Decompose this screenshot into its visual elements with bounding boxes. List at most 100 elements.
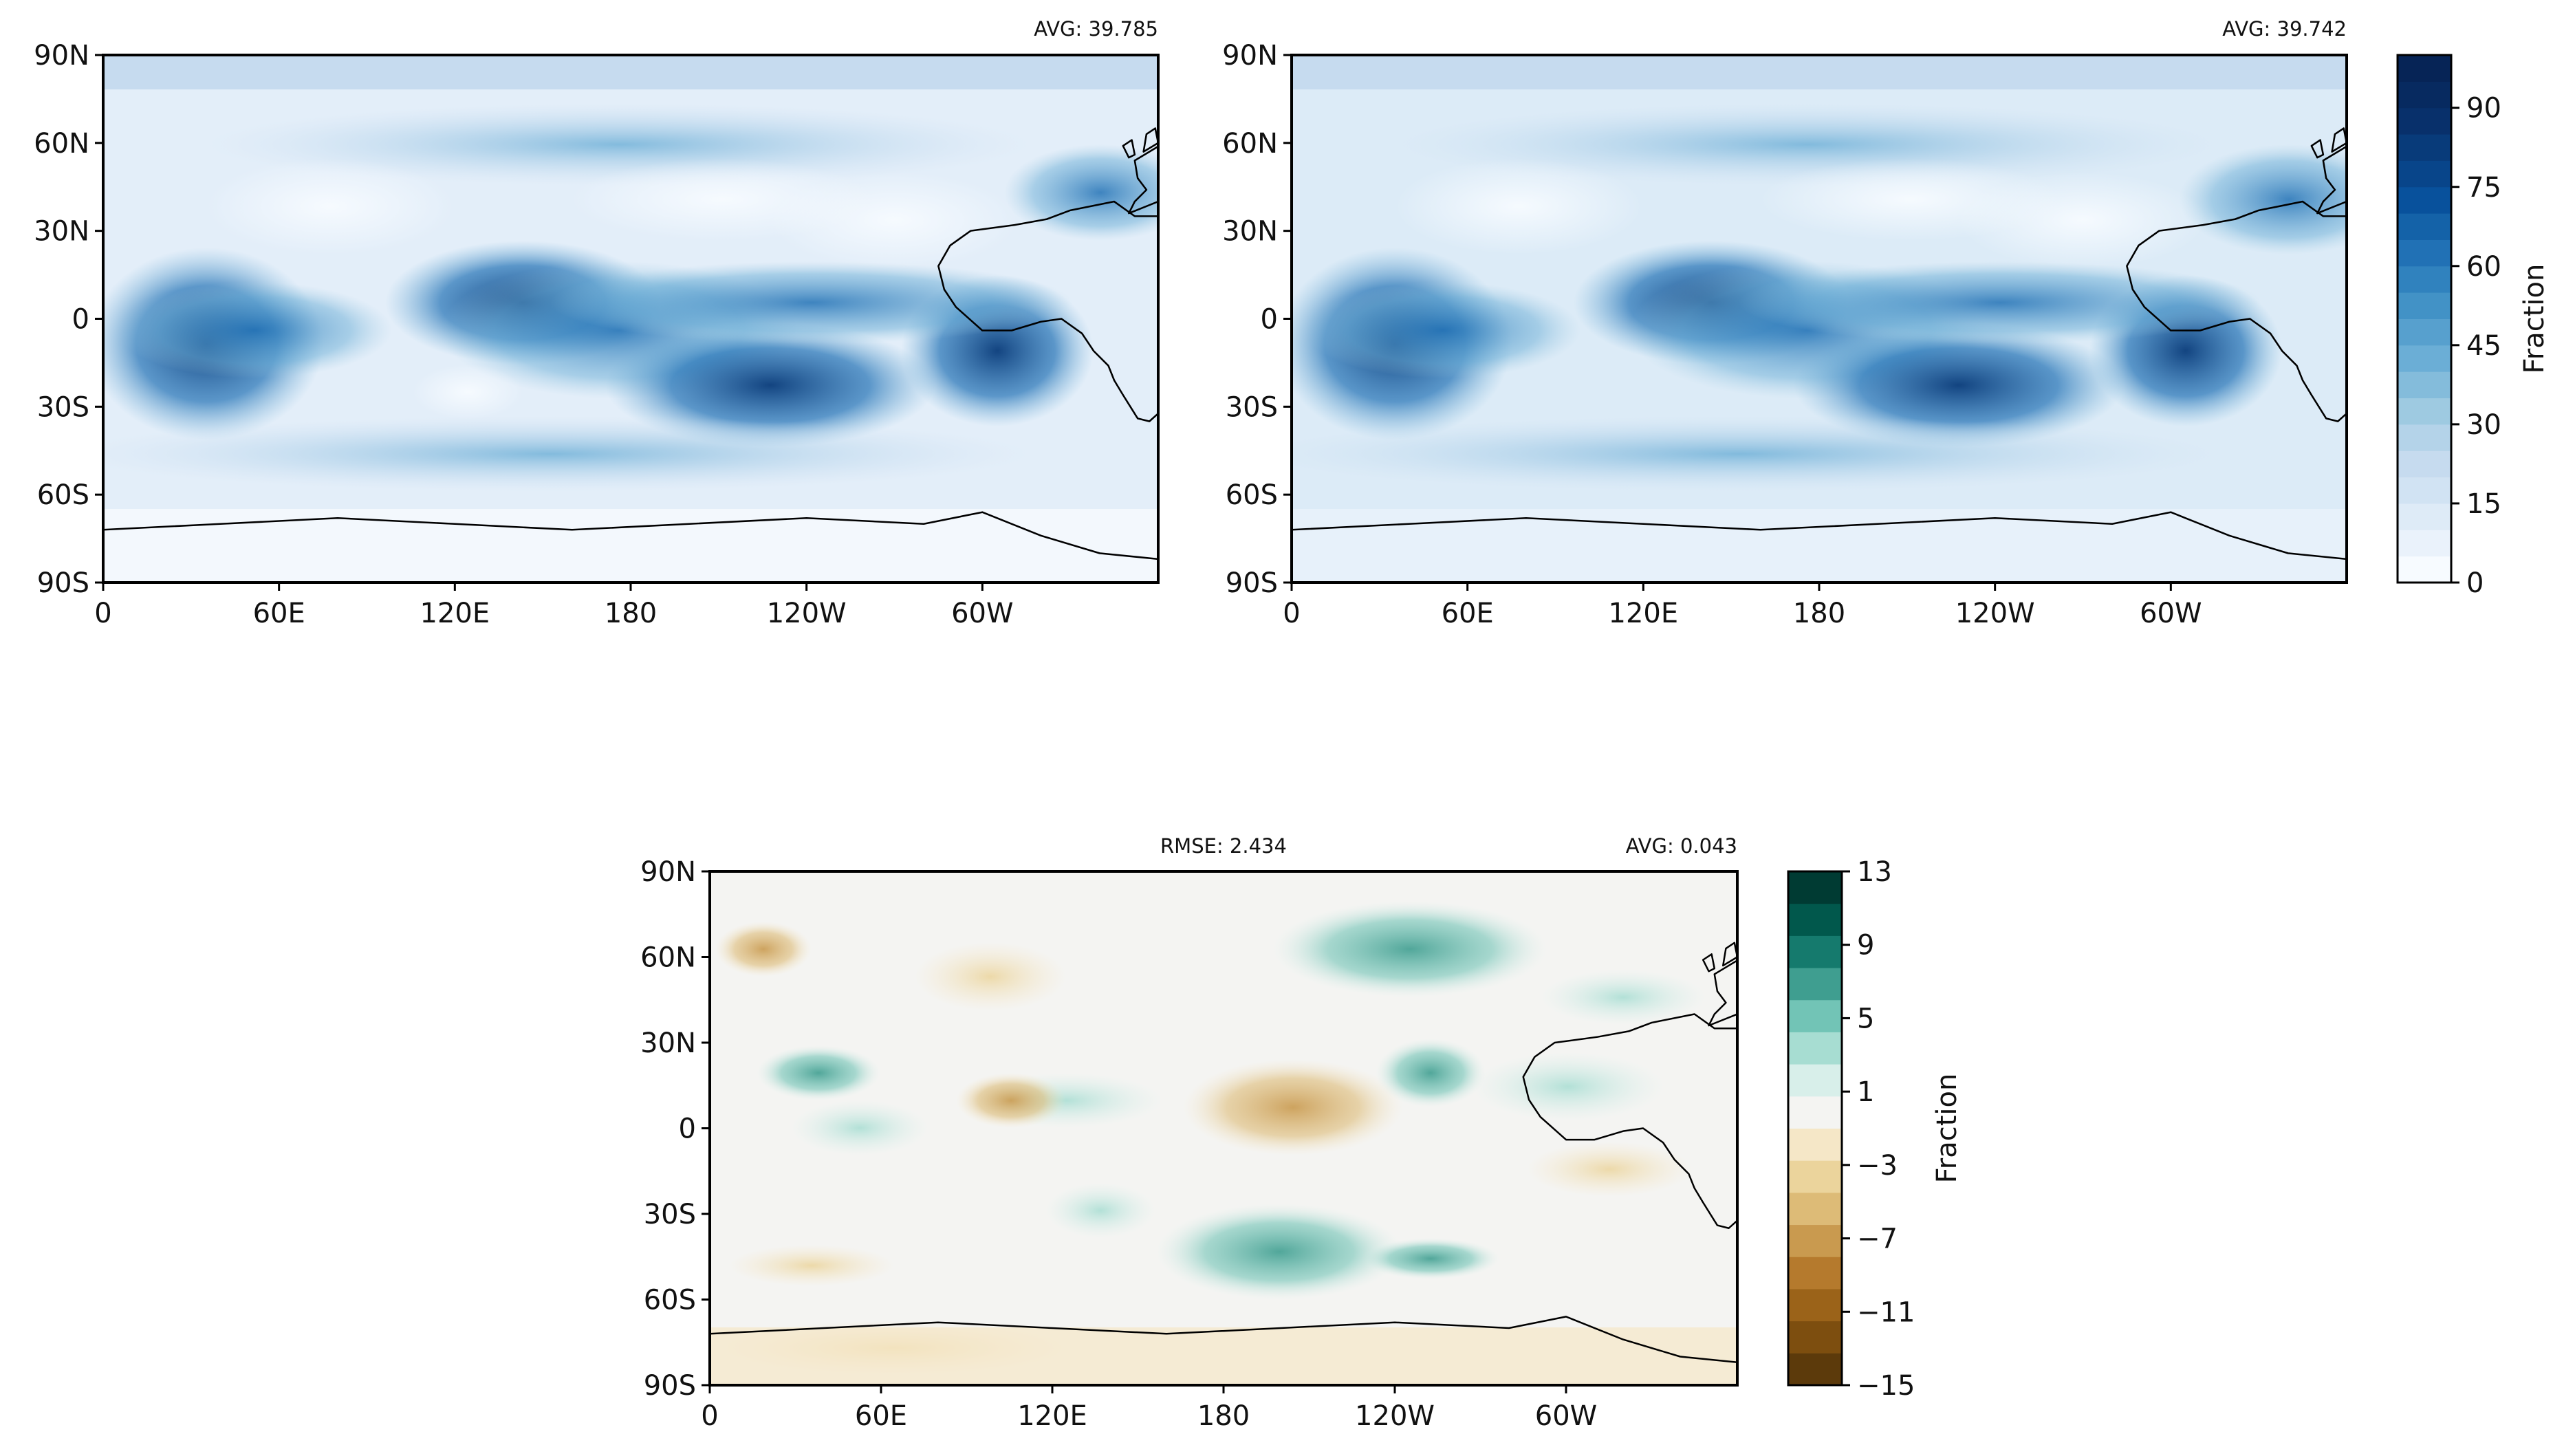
- map-panel-bottom-diff: RMSE: 2.434 AVG: 0.043 90N 60N 30N 0 30S 60S 9…: [640, 834, 1739, 1432]
- colorbar-tick-label: 5: [1857, 1003, 1874, 1034]
- colorbar-tick-label: 90: [2466, 93, 2501, 124]
- lon-tick-label: 0: [1283, 598, 1300, 629]
- colorbar-segment: [1788, 1224, 1842, 1257]
- colorbar-segment: [2398, 477, 2451, 504]
- colorbar-segment: [2398, 160, 2451, 188]
- colorbar-segment: [2398, 81, 2451, 109]
- colorbar-segment: [1788, 1128, 1842, 1161]
- lat-tick-label: 30N: [34, 216, 89, 248]
- lat-tick-label: 90S: [1226, 567, 1278, 599]
- colorbar-segment: [1788, 1192, 1842, 1226]
- colorbar-segment: [1788, 871, 1842, 904]
- colorbar-segment: [2398, 450, 2451, 478]
- lon-tick-label: 60E: [855, 1400, 907, 1432]
- lon-tick-label: 120W: [1955, 598, 2035, 629]
- lat-tick-label: 90S: [37, 567, 89, 599]
- lat-tick-label: 60S: [644, 1285, 696, 1316]
- colorbar-bottom: 13 9 5 1 −3 −7 −11 −15 Fraction: [1787, 856, 1963, 1402]
- colorbar-segment: [2398, 503, 2451, 530]
- colorbar-segment: [2398, 318, 2451, 346]
- colorbar-segment: [1788, 1257, 1842, 1290]
- lat-tick-label: 0: [72, 304, 89, 336]
- colorbar-segment: [1788, 968, 1842, 1001]
- colorbar-segment: [2398, 345, 2451, 372]
- colorbar-segment: [1788, 999, 1842, 1032]
- colorbar-segment: [2398, 186, 2451, 214]
- lat-tick-label: 90S: [644, 1370, 696, 1402]
- lon-tick-label: 120W: [767, 598, 847, 629]
- avg-label: AVG: 39.785: [1034, 17, 1158, 41]
- lon-tick-label: 180: [605, 598, 657, 629]
- colorbar-tick-label: 15: [2466, 488, 2501, 520]
- lon-tick-label: 60W: [2140, 598, 2202, 629]
- lat-tick-label: 90N: [1222, 40, 1278, 72]
- colorbar-frame: [2396, 54, 2453, 584]
- lat-tick-label: 60N: [640, 942, 696, 974]
- colorbar-segment: [1788, 1096, 1842, 1129]
- colorbar-segment: [2398, 55, 2451, 82]
- colorbar-segment: [1788, 935, 1842, 968]
- lat-tick-label: 30S: [1226, 391, 1278, 423]
- lon-tick-label: 180: [1793, 598, 1845, 629]
- colorbar-tick-label: 0: [2466, 567, 2484, 599]
- colorbar-segment: [1788, 1160, 1842, 1193]
- colorbar-tick-label: 30: [2466, 409, 2501, 441]
- colorbar-segment: [2398, 398, 2451, 425]
- lon-tick-label: 120E: [420, 598, 490, 629]
- rmse-label: RMSE: 2.434: [1160, 834, 1287, 858]
- colorbar-segment: [2398, 134, 2451, 161]
- lon-tick-label: 60E: [1442, 598, 1494, 629]
- colorbar-tick-label: −3: [1857, 1150, 1898, 1182]
- lat-tick-label: 30S: [37, 391, 89, 423]
- lon-tick-label: 120E: [1017, 1400, 1087, 1432]
- colorbar-label: Fraction: [2519, 264, 2550, 374]
- lat-tick-label: 60S: [1226, 479, 1278, 511]
- lat-tick-label: 90N: [640, 856, 696, 888]
- lon-tick-label: 120E: [1609, 598, 1679, 629]
- colorbar-segment: [1788, 1064, 1842, 1097]
- lon-tick-label: 120W: [1355, 1400, 1435, 1432]
- colorbar-segment: [2398, 239, 2451, 267]
- lon-tick-label: 0: [701, 1400, 718, 1432]
- lat-tick-label: 60S: [37, 479, 89, 511]
- colorbar-segment: [1788, 1288, 1842, 1322]
- lat-tick-label: 90N: [34, 40, 89, 72]
- colorbar-tick-label: −15: [1857, 1370, 1915, 1402]
- colorbar-tick-label: 75: [2466, 172, 2501, 204]
- colorbar-segment: [2398, 424, 2451, 451]
- lon-tick-label: 180: [1197, 1400, 1250, 1432]
- colorbar-segment: [2398, 556, 2451, 583]
- lat-tick-label: 0: [679, 1113, 696, 1145]
- lat-tick-label: 30N: [1222, 216, 1278, 248]
- colorbar-segment: [2398, 107, 2451, 135]
- colorbar-segment: [2398, 371, 2451, 399]
- colorbar-tick-label: 9: [1857, 930, 1874, 961]
- colorbar-tick-label: 1: [1857, 1076, 1874, 1108]
- lat-tick-label: 30S: [644, 1199, 696, 1230]
- lon-tick-label: 60E: [253, 598, 305, 629]
- colorbar-segment: [2398, 292, 2451, 319]
- colorbar-segment: [1788, 1032, 1842, 1065]
- lat-tick-label: 60N: [1222, 128, 1278, 160]
- lat-tick-label: 60N: [34, 128, 89, 160]
- colorbar-segment: [2398, 213, 2451, 240]
- colorbar-label: Fraction: [1931, 1074, 1963, 1184]
- lat-tick-label: 0: [1261, 304, 1278, 336]
- avg-label: AVG: 39.742: [2222, 17, 2347, 41]
- colorbar-segment: [2398, 265, 2451, 293]
- colorbar-segment: [1788, 903, 1842, 936]
- colorbar-tick-label: 60: [2466, 251, 2501, 283]
- avg-label: AVG: 0.043: [1626, 834, 1737, 858]
- lon-tick-label: 60W: [1535, 1400, 1597, 1432]
- colorbar-segment: [1788, 1353, 1842, 1386]
- colorbar-frame: [1787, 870, 1843, 1387]
- colorbar-tick-label: −7: [1857, 1224, 1898, 1255]
- colorbar-segment: [2398, 530, 2451, 557]
- colorbar-tick-label: 45: [2466, 330, 2501, 362]
